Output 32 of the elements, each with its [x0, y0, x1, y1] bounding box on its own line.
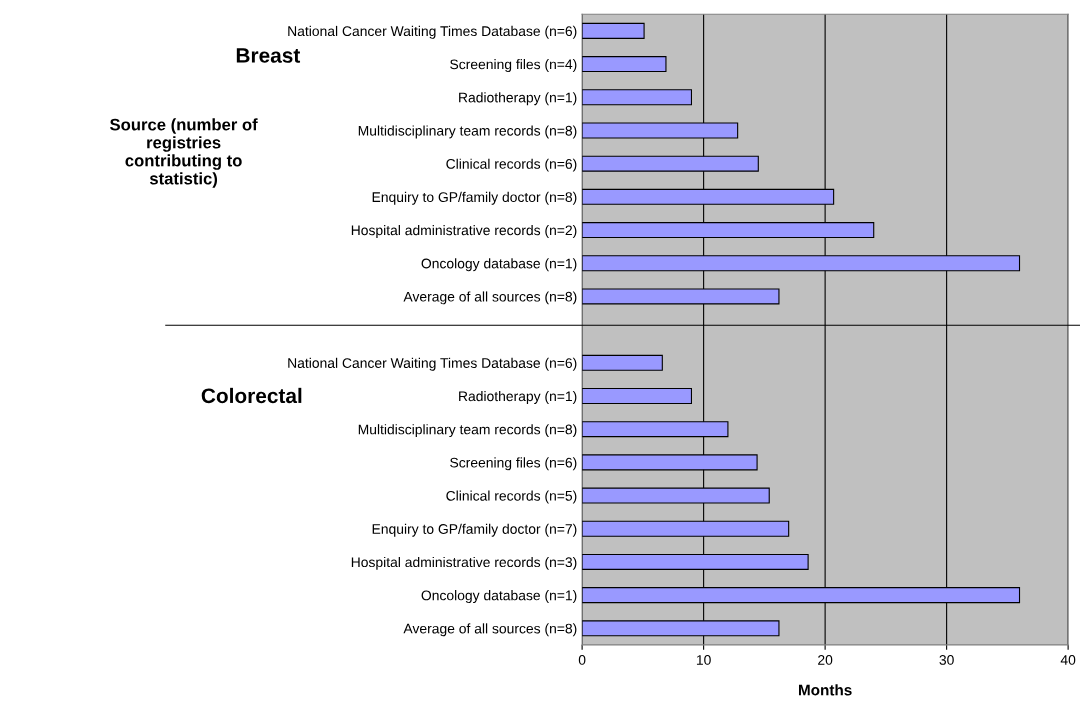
bar — [582, 89, 693, 106]
x-tick-label: 40 — [1060, 655, 1076, 665]
y-tick-label: Average of all sources (n=8) — [403, 623, 577, 637]
y-tick-label: Enquiry to GP/family doctor (n=7) — [372, 523, 577, 537]
y-axis-title: Source (number of registries contributing to statistic) — [110, 118, 258, 188]
y-tick-label: Radiotherapy (n=1) — [459, 92, 577, 106]
y-tick-label: Screening files (n=6) — [450, 457, 577, 471]
x-axis-title: Months — [798, 684, 852, 696]
x-tick-label: 30 — [939, 655, 954, 665]
x-tick-label: 20 — [818, 655, 833, 665]
bar — [582, 22, 645, 39]
x-tick-label: 0 — [578, 655, 586, 665]
y-tick-label: Clinical records (n=5) — [446, 490, 577, 504]
y-tick-label: Hospital administrative records (n=2) — [351, 225, 577, 238]
y-tick-label: Multidisciplinary team records (n=8) — [358, 125, 577, 139]
y-tick-label: Multidisciplinary team records (n=8) — [358, 424, 577, 438]
bar — [582, 56, 667, 73]
x-tick-label: 10 — [696, 655, 711, 665]
y-tick-label: Oncology database (n=1) — [421, 590, 577, 604]
y-tick-label: Screening files (n=4) — [450, 59, 577, 72]
bar — [582, 387, 693, 405]
y-tick-label: Clinical records (n=6) — [446, 158, 577, 172]
text: Colorectal — [201, 387, 302, 404]
bar — [582, 354, 663, 371]
y-tick-label: Enquiry to GP/family doctor (n=8) — [372, 191, 577, 205]
y-tick-label: Average of all sources (n=8) — [403, 291, 577, 305]
y-tick-label: Oncology database (n=1) — [421, 258, 577, 272]
y-tick-label: National Cancer Waiting Times Database (n=6) — [288, 357, 577, 371]
y-tick-label: National Cancer Waiting Times Database (n=6) — [288, 25, 577, 39]
y-tick-label: Radiotherapy (n=1) — [459, 390, 577, 404]
text: Breast — [236, 48, 301, 63]
y-tick-label: Hospital administrative records (n=3) — [351, 556, 577, 570]
